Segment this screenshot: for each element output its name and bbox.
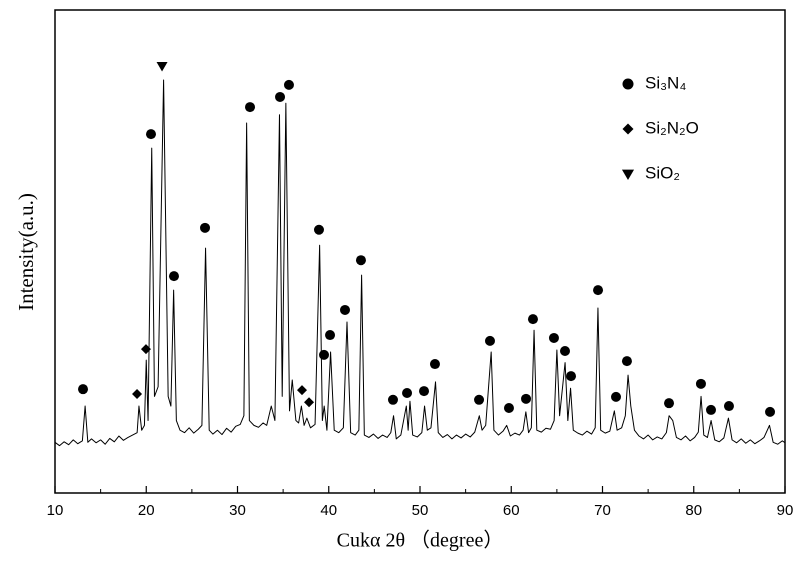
xrd-pattern <box>54 79 786 447</box>
phase-marker <box>168 271 179 282</box>
phase-marker <box>611 391 622 402</box>
x-tick-label: 70 <box>594 502 611 519</box>
legend-label: SiO₂ <box>645 163 680 182</box>
phase-marker <box>313 224 324 235</box>
x-axis-label: Cukα 2θ （degree） <box>337 529 504 552</box>
phase-marker <box>474 394 485 405</box>
x-tick-label: 90 <box>777 502 794 519</box>
phase-marker <box>621 356 632 367</box>
legend-symbol <box>622 78 634 90</box>
phase-marker <box>283 79 294 90</box>
phase-marker <box>319 349 330 360</box>
phase-marker <box>527 314 538 325</box>
phase-marker <box>297 385 308 396</box>
x-tick-label: 40 <box>320 502 337 519</box>
legend-label: Si₃N₄ <box>645 73 686 92</box>
phase-marker <box>145 129 156 140</box>
phase-marker <box>387 394 398 405</box>
phase-marker <box>705 404 716 415</box>
x-tick-label: 10 <box>47 502 64 519</box>
legend-symbol <box>621 169 635 181</box>
x-tick-label: 60 <box>503 502 520 519</box>
phase-marker <box>78 384 89 395</box>
phase-marker <box>132 388 143 399</box>
x-tick-label: 50 <box>412 502 429 519</box>
legend-symbol <box>622 123 634 135</box>
phase-marker <box>156 62 168 72</box>
phase-marker <box>503 402 514 413</box>
phase-marker <box>566 371 577 382</box>
phase-marker <box>548 332 559 343</box>
legend-label: Si₂N₂O <box>645 118 699 137</box>
x-tick-label: 20 <box>138 502 155 519</box>
phase-marker <box>723 401 734 412</box>
phase-marker <box>355 255 366 266</box>
phase-marker <box>765 406 776 417</box>
phase-marker <box>200 222 211 233</box>
phase-marker <box>245 102 256 113</box>
phase-marker <box>339 304 350 315</box>
phase-marker <box>559 345 570 356</box>
phase-marker <box>304 397 315 408</box>
phase-marker <box>521 393 532 404</box>
phase-marker <box>419 386 430 397</box>
phase-marker <box>325 330 336 341</box>
phase-marker <box>275 91 286 102</box>
phase-marker <box>402 388 413 399</box>
x-tick-label: 80 <box>685 502 702 519</box>
y-axis-label: Intensity(a.u.) <box>14 193 38 311</box>
phase-marker <box>664 398 675 409</box>
phase-marker <box>140 344 151 355</box>
phase-marker <box>695 378 706 389</box>
phase-marker <box>593 285 604 296</box>
phase-marker <box>484 335 495 346</box>
phase-marker <box>429 359 440 370</box>
x-tick-label: 30 <box>229 502 246 519</box>
